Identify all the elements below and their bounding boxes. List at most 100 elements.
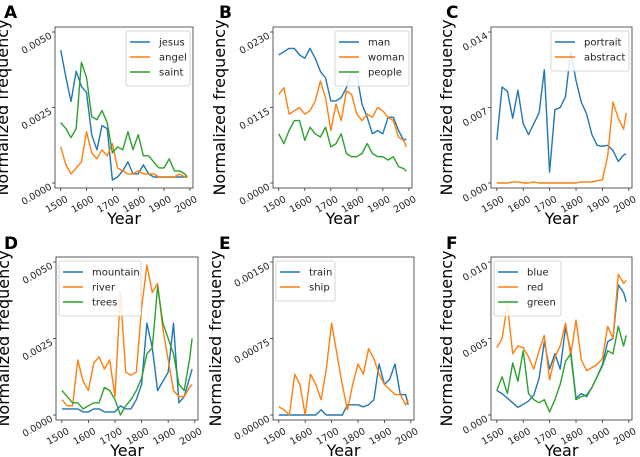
legend-label-trees: trees: [92, 298, 117, 309]
y-tick-label: 0.0115: [238, 106, 272, 132]
legend-label-woman: woman: [368, 53, 405, 64]
y-tick-label: 0.00150: [232, 261, 272, 290]
x-tick-label: 2000: [178, 426, 204, 448]
series-line-woman: [278, 80, 407, 148]
panel-letter: A: [4, 3, 18, 23]
x-tick-label: 1600: [288, 426, 314, 448]
legend-label-green: green: [527, 298, 556, 309]
y-axis-label: Normalized frequency: [0, 19, 12, 195]
series-line-red: [496, 273, 627, 381]
series-line-blue: [496, 284, 627, 409]
legend-label-man: man: [368, 38, 390, 49]
panel-letter: F: [446, 234, 458, 254]
x-tick-label: 1900: [366, 194, 392, 216]
series-line-train: [278, 363, 409, 416]
x-tick-label: 1600: [288, 194, 314, 216]
y-tick-label: 0.005: [461, 337, 490, 360]
series-line-abstract: [496, 101, 627, 184]
legend-box: [275, 260, 336, 302]
x-tick-label: 2000: [392, 194, 418, 216]
legend-label-blue: blue: [527, 268, 549, 279]
x-tick-label: 1900: [147, 194, 173, 216]
series-line-portrait: [496, 50, 627, 173]
x-tick-label: 2000: [612, 426, 638, 448]
panel-letter: C: [446, 3, 458, 23]
y-axis-label: Normalized frequency: [437, 19, 456, 195]
panel-letter: B: [219, 3, 232, 23]
x-tick-label: 1900: [585, 426, 611, 448]
legend: portrait abstract: [550, 30, 630, 72]
x-tick-label: 1900: [151, 426, 177, 448]
y-tick-label: 0.0230: [238, 31, 272, 57]
panel-letter: D: [4, 234, 18, 254]
x-tick-label: 2000: [612, 194, 638, 216]
x-tick-label: 1600: [506, 194, 532, 216]
y-tick-label: 0.0050: [20, 31, 54, 57]
x-tick-label: 1600: [71, 426, 97, 448]
legend-label-ship: ship: [309, 283, 330, 294]
y-axis-label: Normalized frequency: [206, 250, 225, 426]
legend-label-red: red: [527, 283, 543, 294]
x-axis-label: Year: [106, 209, 141, 228]
y-tick-label: 0.000: [461, 414, 490, 437]
x-tick-label: 1500: [480, 426, 506, 448]
x-tick-label: 1500: [262, 426, 288, 448]
legend-label-angel: angel: [159, 53, 187, 64]
x-tick-label: 1600: [506, 426, 532, 448]
legend-label-people: people: [368, 68, 402, 79]
x-tick-label: 2000: [394, 426, 420, 448]
y-tick-label: 0.00075: [232, 337, 272, 366]
y-tick-label: 0.014: [461, 31, 490, 54]
legend: mountain river trees: [58, 260, 142, 317]
series-line-saint: [60, 61, 188, 178]
panel-letter: E: [219, 234, 231, 254]
x-axis-label: Year: [544, 209, 579, 228]
series-line-people: [278, 119, 407, 172]
series-line-green: [496, 325, 627, 413]
x-tick-label: 1500: [44, 194, 70, 216]
series-line-ship: [278, 322, 409, 416]
x-tick-label: 1500: [480, 194, 506, 216]
legend-label-train: train: [309, 268, 332, 279]
x-tick-label: 2000: [173, 194, 199, 216]
legend-label-river: river: [92, 283, 116, 294]
y-tick-label: 0.0025: [20, 106, 54, 132]
y-tick-label: 0.010: [461, 261, 490, 284]
legend-label-jesus: jesus: [158, 38, 185, 49]
legend-label-portrait: portrait: [584, 38, 622, 49]
legend-label-mountain: mountain: [92, 268, 140, 279]
y-tick-label: 0.0050: [21, 261, 55, 287]
legend: man woman people: [334, 30, 410, 87]
x-axis-label: Year: [325, 209, 360, 228]
x-tick-label: 1900: [585, 194, 611, 216]
legend-label-abstract: abstract: [584, 53, 625, 64]
x-axis-label: Year: [109, 441, 144, 457]
x-tick-label: 1600: [70, 194, 96, 216]
x-tick-label: 1500: [262, 194, 288, 216]
legend: blue red green: [493, 260, 562, 317]
x-axis-label: Year: [544, 441, 579, 457]
y-axis-label: Normalized frequency: [437, 250, 456, 426]
series-line-trees: [61, 285, 193, 416]
y-tick-label: 0.0025: [21, 337, 55, 363]
legend-box: [550, 30, 630, 72]
y-axis-label: Normalized frequency: [210, 19, 229, 195]
legend-label-saint: saint: [159, 68, 183, 79]
y-tick-label: 0.007: [461, 106, 490, 129]
y-tick-label: 0.000: [461, 182, 490, 205]
legend: jesus angel saint: [125, 30, 191, 87]
series-line-mountain: [61, 322, 193, 413]
x-tick-label: 1500: [45, 426, 71, 448]
legend: train ship: [275, 260, 336, 302]
series-line-angel: [60, 130, 188, 178]
y-axis-label: Normalized frequency: [0, 250, 13, 426]
series-line-river: [61, 264, 193, 407]
x-tick-label: 1900: [367, 426, 393, 448]
